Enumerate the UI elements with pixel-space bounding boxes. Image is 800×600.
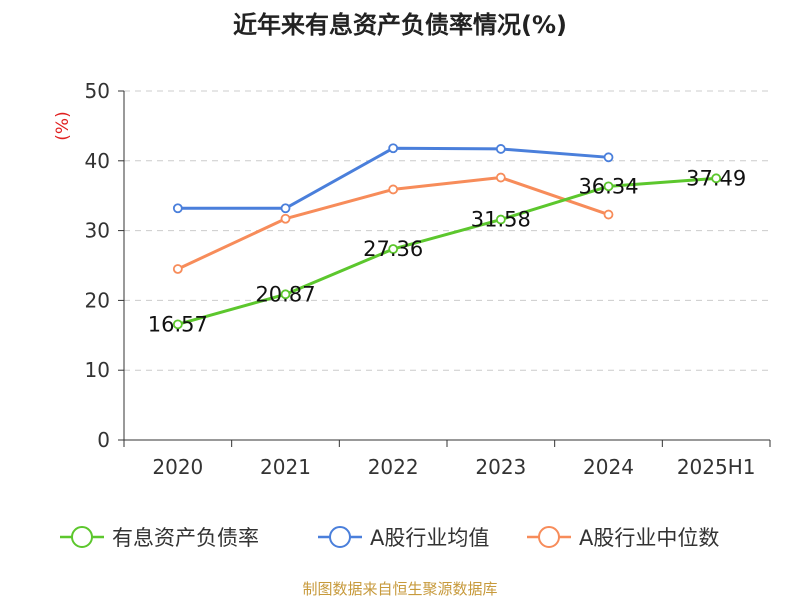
y-axis-label: (%) — [53, 111, 73, 140]
series-line — [177, 176, 717, 326]
x-tick-label: 2022 — [368, 455, 419, 479]
data-point — [280, 203, 291, 214]
x-tick-label: 2021 — [260, 455, 311, 479]
data-point — [172, 203, 183, 214]
series-layer — [172, 143, 722, 330]
data-point — [172, 319, 183, 330]
legend-item: A股行业中位数 — [527, 526, 719, 550]
legend-item: A股行业均值 — [318, 526, 489, 550]
legend-marker — [329, 526, 351, 548]
data-point — [603, 181, 614, 192]
data-label: 20.87 — [255, 282, 315, 306]
data-point — [603, 209, 614, 220]
data-label: 37.49 — [686, 166, 746, 190]
data-labels: 16.57 20.87 27.36 31.58 36.34 37.49 — [148, 166, 746, 336]
x-tick-label: 2023 — [475, 455, 526, 479]
y-tick-label: 50 — [85, 79, 110, 103]
data-point — [495, 172, 506, 183]
chart-title: 近年来有息资产负债率情况(%) — [233, 11, 567, 39]
legend: 有息资产负债率 A股行业均值 A股行业中位数 — [60, 526, 719, 550]
legend-label: A股行业中位数 — [579, 526, 719, 550]
grid-lines — [124, 90, 770, 371]
legend-label: 有息资产负债率 — [112, 526, 259, 550]
x-tick-label: 2020 — [152, 455, 203, 479]
data-label: 31.58 — [471, 208, 531, 232]
data-point — [495, 144, 506, 154]
axes: 0 10 20 30 40 50 2020 2021 2022 2023 2024 2025H1 — [85, 79, 771, 479]
data-point — [495, 214, 506, 225]
source-note: 制图数据来自恒生聚源数据库 — [302, 580, 497, 598]
data-label: 36.34 — [578, 174, 638, 198]
series-line — [177, 146, 609, 210]
y-tick-label: 40 — [85, 149, 110, 173]
y-tick-label: 10 — [85, 358, 110, 382]
data-point — [603, 152, 614, 163]
y-tick-label: 0 — [97, 428, 110, 452]
y-tick-label: 30 — [85, 219, 110, 243]
y-tick-label: 20 — [85, 288, 110, 312]
data-label: 16.57 — [148, 312, 208, 336]
legend-marker — [71, 526, 93, 548]
legend-label: A股行业均值 — [370, 526, 489, 550]
data-point — [388, 244, 399, 254]
x-tick-label: 2024 — [583, 455, 634, 479]
data-point — [172, 264, 183, 274]
data-point — [280, 213, 291, 224]
data-point — [711, 173, 722, 184]
data-point — [388, 184, 399, 195]
x-tick-label: 2025H1 — [677, 455, 756, 479]
data-point — [388, 143, 399, 154]
legend-item: 有息资产负债率 — [60, 526, 259, 550]
data-point — [280, 289, 291, 300]
data-label: 27.36 — [363, 237, 423, 261]
legend-marker — [538, 526, 560, 548]
